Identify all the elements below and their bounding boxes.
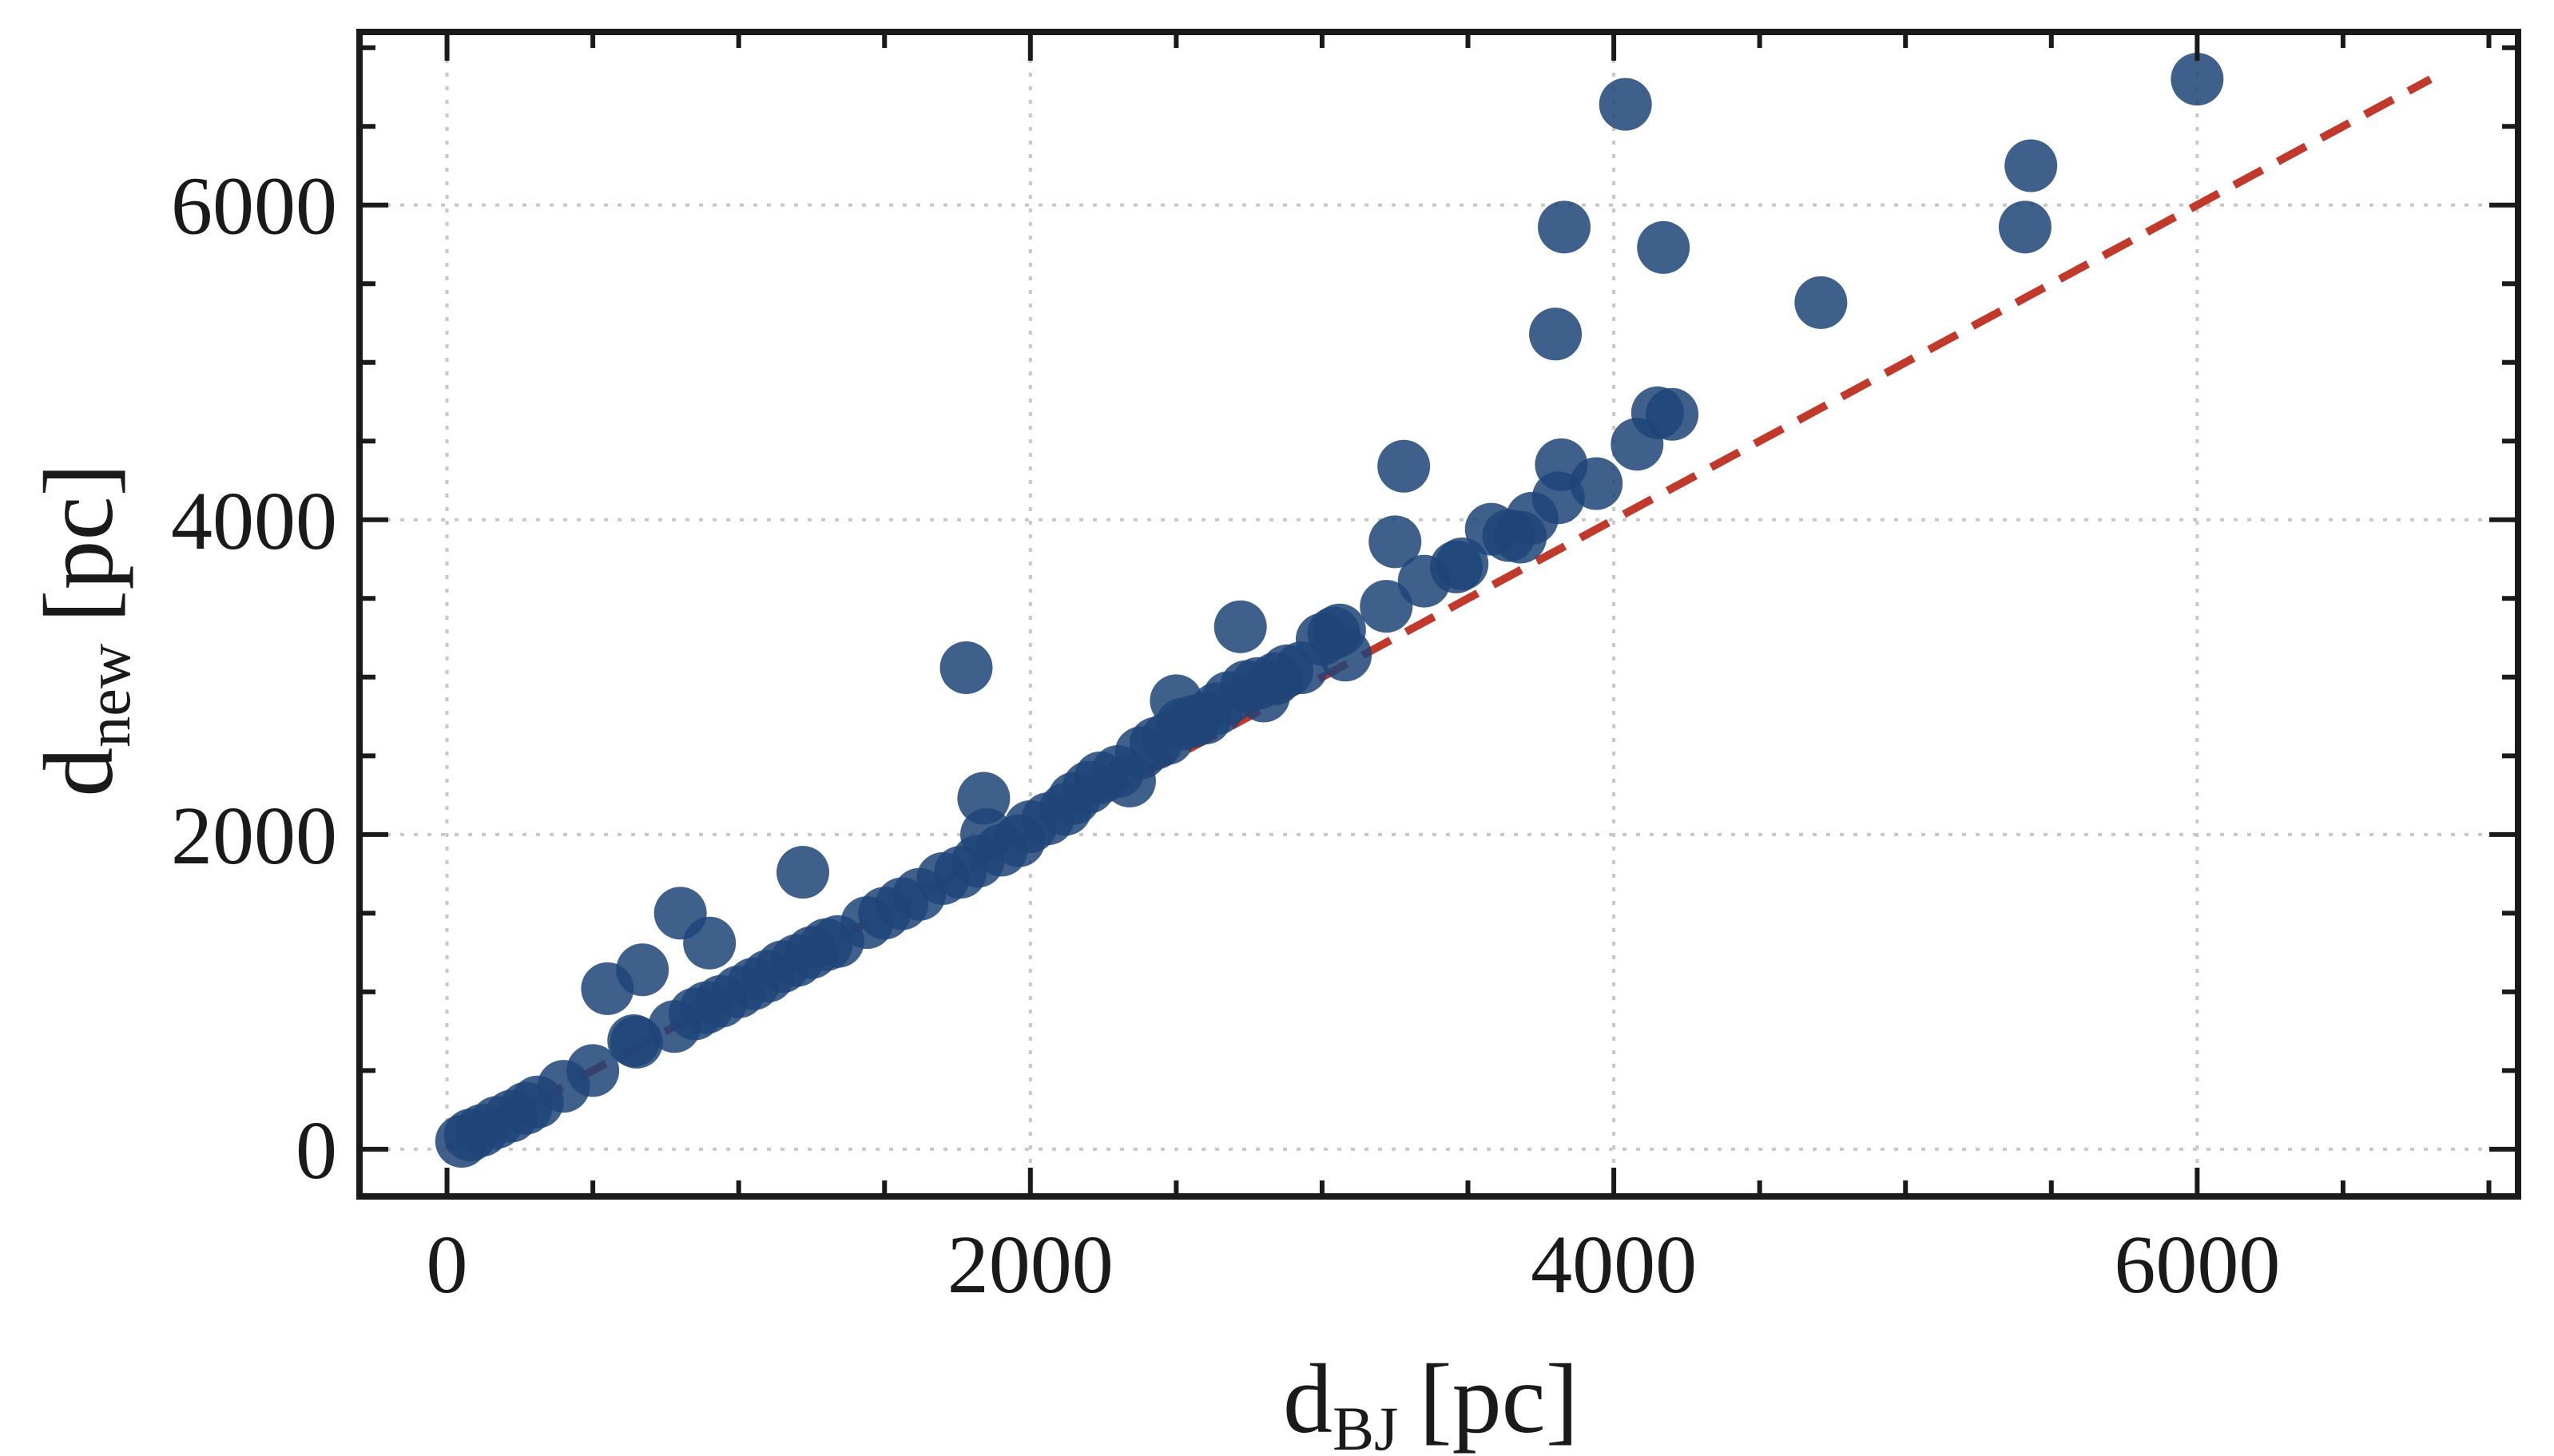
data-point-34	[939, 641, 993, 694]
x-tick-label-1: 2000	[947, 1219, 1114, 1311]
data-point-67	[1319, 629, 1372, 682]
y-tick-label-2: 4000	[171, 475, 337, 567]
x-tick-label-3: 6000	[2114, 1219, 2280, 1311]
data-point-81	[1538, 200, 1591, 254]
data-point-78	[1529, 307, 1583, 361]
data-point-68	[1360, 580, 1413, 633]
data-point-90	[2004, 139, 2058, 192]
grid	[359, 32, 2518, 1196]
data-point-24	[777, 846, 830, 899]
y-axis-label-unit: [pc]	[24, 463, 133, 623]
plot-frame	[356, 29, 2521, 1200]
y-axis-label-main: d	[24, 748, 133, 797]
data-point-57	[1213, 600, 1267, 653]
data-point-86	[1637, 220, 1690, 274]
x-axis-label-subscript: BJ	[1333, 1394, 1398, 1456]
ticks	[359, 32, 2518, 1196]
points-layer	[435, 53, 2224, 1168]
data-point-82	[1570, 457, 1623, 510]
data-point-8	[566, 1044, 620, 1097]
data-point-91	[2171, 53, 2224, 106]
data-point-73	[1436, 537, 1489, 590]
data-point-69	[1368, 515, 1422, 569]
y-tick-label-1: 2000	[171, 790, 337, 882]
data-point-17	[683, 916, 737, 970]
data-point-12	[616, 943, 669, 997]
tick-labels: 0 2000 4000 6000 0 2000 4000 6000	[171, 161, 2280, 1311]
x-axis-label-unit: [pc]	[1419, 1344, 1579, 1454]
data-point-83	[1599, 77, 1652, 131]
data-point-87	[1646, 387, 1699, 441]
data-point-88	[1794, 276, 1848, 329]
y-tick-label-0: 0	[296, 1105, 337, 1196]
x-axis-label: dBJ [pc]	[1283, 1344, 1579, 1456]
y-axis-label: dnew [pc]	[24, 463, 143, 797]
x-axis-label-main: d	[1283, 1344, 1333, 1454]
data-point-89	[1998, 200, 2052, 254]
x-tick-label-2: 4000	[1531, 1219, 1697, 1311]
y-axis-label-subscript: new	[73, 644, 143, 748]
data-point-70	[1377, 439, 1431, 493]
y-tick-label-3: 6000	[171, 161, 337, 252]
x-tick-label-0: 0	[427, 1219, 468, 1311]
